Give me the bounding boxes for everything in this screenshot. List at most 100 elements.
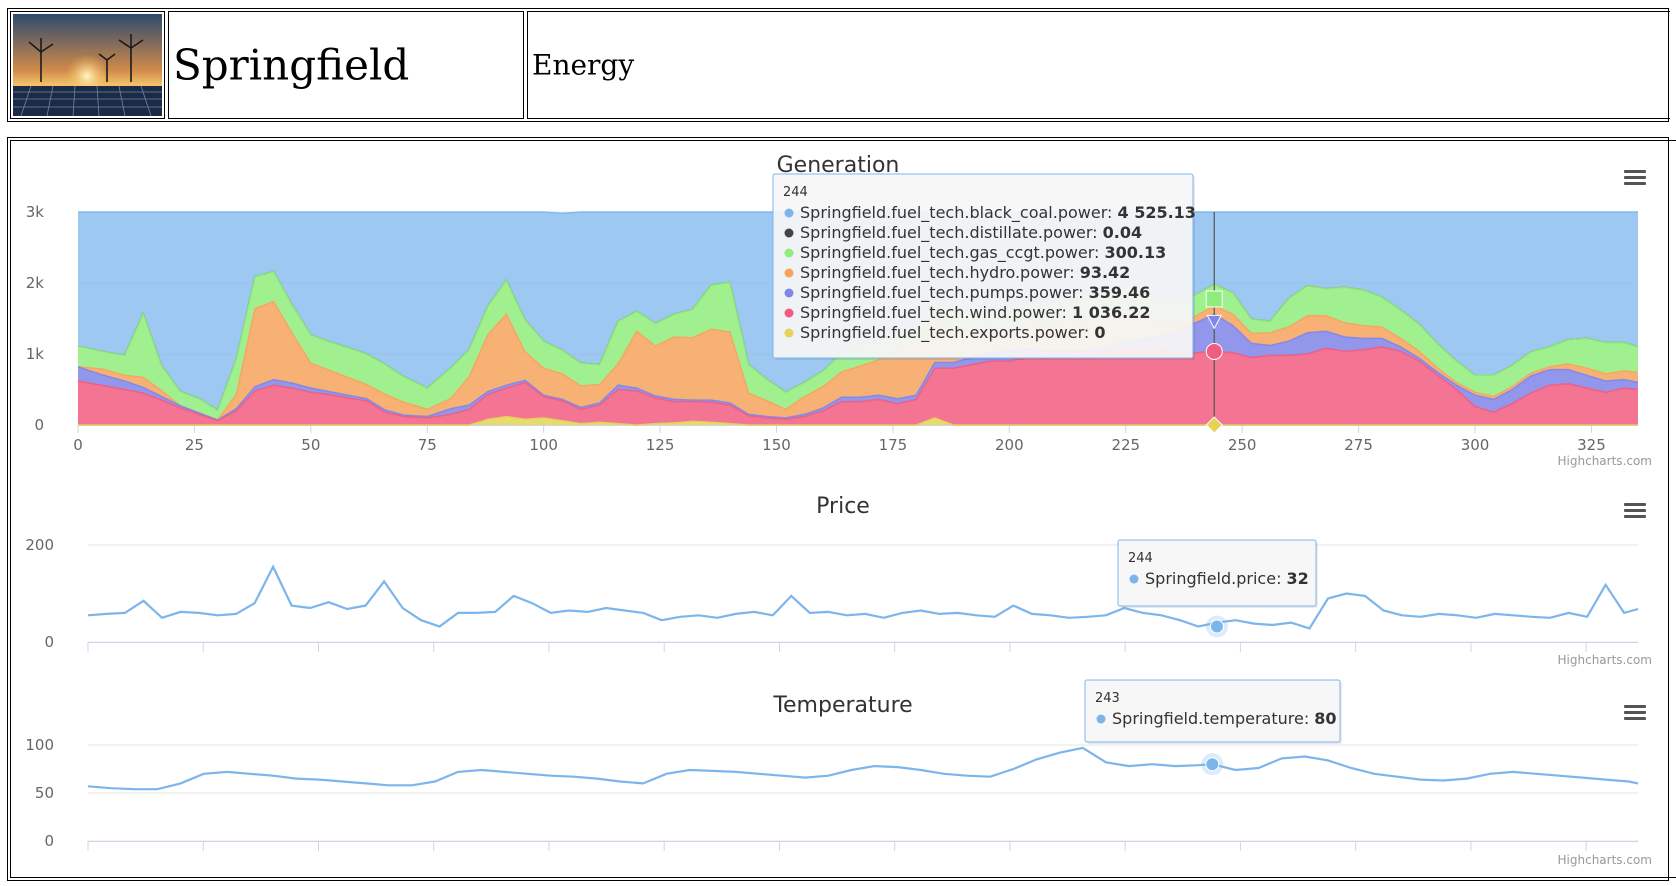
menu-line [1624, 182, 1646, 185]
y-tick-label: 0 [44, 832, 54, 850]
tooltip-row: Springfield.fuel_tech.pumps.power: 359.4… [800, 283, 1150, 303]
tooltip-value: 0.04 [1103, 223, 1142, 242]
marker-pumps [1206, 314, 1223, 330]
x-tick-label: 75 [418, 436, 437, 454]
wind-solar-farm-icon [13, 14, 162, 117]
hamburger-menu-icon[interactable] [1624, 503, 1646, 518]
y-tick-label: 3k [26, 203, 45, 221]
x-tick-label: 100 [529, 436, 558, 454]
header: Springfield Energy [7, 8, 1670, 122]
tooltip-label: Springfield.fuel_tech.gas_ccgt.power: [800, 243, 1105, 263]
tooltip-value: 93.42 [1080, 263, 1131, 282]
line-pumps [77, 313, 1639, 421]
hover-point [1205, 757, 1220, 772]
chart-title: Price [816, 494, 870, 519]
tooltip-row: Springfield.fuel_tech.distillate.power: … [800, 223, 1142, 243]
logo-cell [10, 11, 165, 119]
x-tick-label: 175 [879, 436, 908, 454]
tooltip-box [772, 173, 1194, 359]
menu-line [1624, 176, 1646, 179]
tooltip: 244 Springfield.fuel_tech.black_coal.powe… [772, 173, 1196, 360]
x-tick-label: 150 [762, 436, 791, 454]
site-name: Springfield [173, 40, 410, 90]
y-tick-label: 1k [26, 345, 45, 363]
hamburger-menu-icon[interactable] [1624, 170, 1646, 185]
tooltip-bullet [784, 328, 794, 338]
tooltip-label: Springfield.fuel_tech.exports.power: [800, 323, 1094, 343]
x-tick-label: 50 [301, 436, 320, 454]
tooltip-value: 4 525.13 [1117, 203, 1195, 222]
area-hydro [78, 301, 1638, 420]
menu-line [1624, 515, 1646, 518]
y-tick-label: 2k [26, 274, 45, 292]
y-tick-label: 100 [25, 736, 54, 754]
tooltip-value: 359.46 [1089, 283, 1151, 302]
tooltip-label: Springfield.temperature: [1112, 709, 1314, 728]
area-wind [78, 346, 1638, 425]
tooltip-label: Springfield.fuel_tech.distillate.power: [800, 223, 1103, 243]
credits: Highcharts.com [1558, 454, 1652, 468]
menu-line [1624, 711, 1646, 714]
tooltip-label: Springfield.fuel_tech.pumps.power: [800, 283, 1089, 303]
hover-point [1209, 619, 1224, 634]
site-name-cell: Springfield [168, 11, 524, 119]
line-exports [78, 415, 1638, 426]
line-hydro [77, 300, 1639, 421]
series-line [87, 564, 1639, 630]
tooltip-label: Springfield.fuel_tech.black_coal.power: [800, 203, 1117, 223]
x-tick-label: 275 [1344, 436, 1373, 454]
x-tick-label: 125 [646, 436, 675, 454]
tooltip-value: 0 [1094, 323, 1105, 342]
tooltip-box [1084, 679, 1341, 743]
y-tick-label: 50 [35, 784, 54, 802]
tooltip-header: 244 [783, 185, 808, 200]
tooltip-row: Springfield.price: 32 [1145, 569, 1309, 588]
marker-gas-ccgt [1205, 290, 1223, 308]
tooltip-row: Springfield.fuel_tech.black_coal.power: … [800, 203, 1196, 223]
x-tick-label: 325 [1577, 436, 1606, 454]
tooltip: 243 Springfield.temperature: 80 [1084, 679, 1342, 744]
section-cell: Energy [527, 11, 1670, 119]
tooltip-bullet [784, 288, 794, 298]
credits: Highcharts.com [1558, 853, 1652, 867]
x-tick-label: 250 [1228, 436, 1257, 454]
tooltip-header: 243 [1095, 691, 1120, 706]
tooltip-value: 80 [1314, 709, 1336, 728]
menu-line [1624, 705, 1646, 708]
tooltip-bullet [784, 228, 794, 238]
x-tick-label: 25 [185, 436, 204, 454]
x-tick-label: 0 [73, 436, 83, 454]
section-title: Energy [532, 48, 635, 82]
tooltip-bullet [784, 248, 794, 258]
chart-title: Temperature [772, 693, 912, 718]
tooltip-value: 1 036.22 [1072, 303, 1150, 322]
x-tick-label: 200 [995, 436, 1024, 454]
chart-temperature: Temperature 0 50 100 Highcharts.com 243 Spring… [25, 679, 1652, 867]
tooltip-label: Springfield.price: [1145, 569, 1287, 588]
chart-price: Price 0 200 Highcharts.com 244 Springfield.pr… [25, 494, 1652, 667]
tooltip-bullet [1129, 574, 1139, 584]
menu-line [1624, 717, 1646, 720]
tooltip-bullet [1096, 714, 1106, 724]
hamburger-menu-icon[interactable] [1624, 705, 1646, 720]
tooltip-value: 300.13 [1105, 243, 1167, 262]
menu-line [1624, 170, 1646, 173]
y-tick-label: 0 [34, 416, 44, 434]
menu-line [1624, 503, 1646, 506]
series-line [87, 746, 1639, 791]
charts-frame [10, 140, 1676, 878]
y-tick-label: 200 [25, 536, 54, 554]
tooltip-row: Springfield.fuel_tech.gas_ccgt.power: 30… [800, 243, 1166, 263]
tooltip-box [1117, 539, 1317, 607]
tooltip-row: Springfield.temperature: 80 [1112, 709, 1337, 728]
line-wind [77, 346, 1639, 422]
x-tick-label: 225 [1111, 436, 1140, 454]
tooltip-bullet [784, 208, 794, 218]
y-tick-label: 0 [44, 633, 54, 651]
tooltip-label: Springfield.fuel_tech.wind.power: [800, 303, 1072, 323]
marker-exports [1205, 416, 1223, 434]
tooltip-row: Springfield.fuel_tech.exports.power: 0 [800, 323, 1105, 343]
marker-wind [1205, 342, 1223, 360]
